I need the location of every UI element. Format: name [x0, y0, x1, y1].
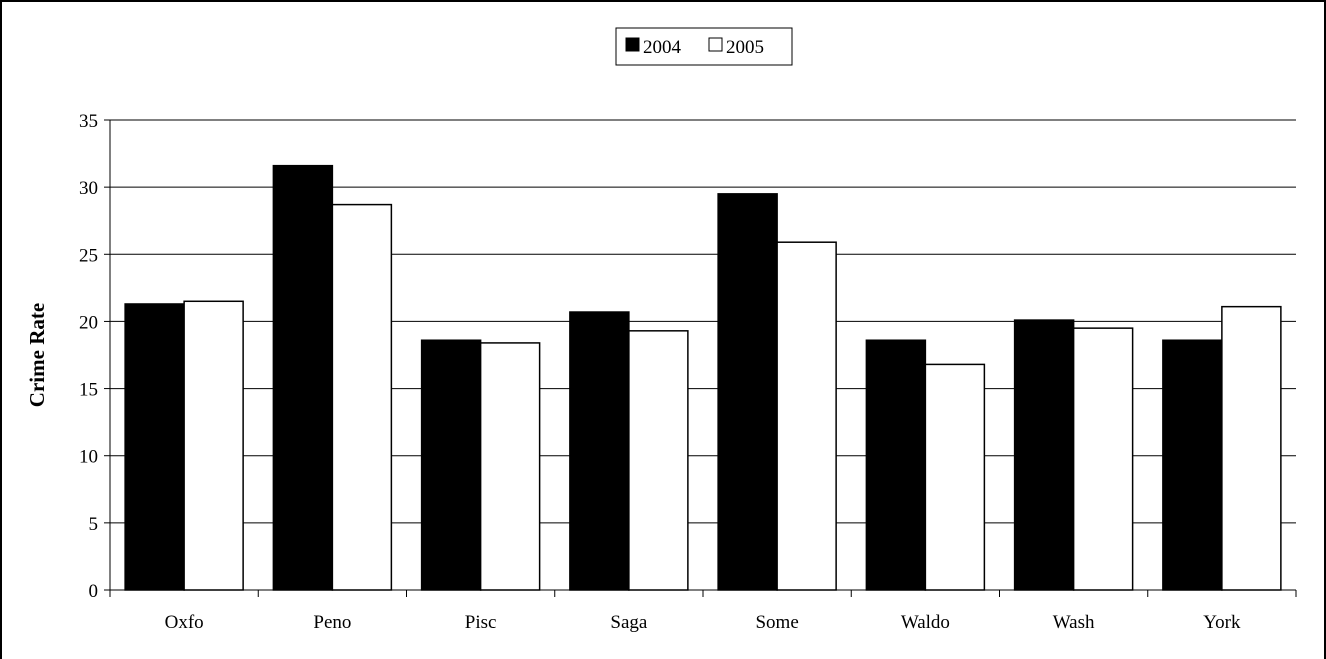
- bar-2004-saga: [569, 311, 630, 591]
- y-tick-label: 20: [79, 312, 98, 333]
- bar-2005-pisc: [479, 342, 541, 591]
- x-tick-label: Pisc: [465, 612, 497, 633]
- bar-2004-oxfo: [124, 303, 185, 591]
- y-tick-label: 25: [79, 245, 98, 266]
- legend-label-2005: 2005: [726, 37, 764, 58]
- x-tick-label: Wash: [1053, 612, 1095, 633]
- bar-2005-some: [776, 241, 837, 591]
- bar-2004-wash: [1013, 319, 1075, 591]
- y-tick-labels: 0 5 10 15 20 25 30 35: [79, 111, 98, 602]
- legend: 2004 2005: [615, 27, 793, 66]
- x-tick-label: York: [1203, 612, 1241, 633]
- bar-2004-waldo: [865, 339, 927, 591]
- y-tick-label: 35: [79, 111, 98, 132]
- bar-2004-pisc: [420, 339, 482, 591]
- bar-2004-york: [1162, 339, 1223, 591]
- x-tick-labels: Oxfo Peno Pisc Saga Some Waldo Wash York: [165, 612, 1241, 633]
- y-tick-label: 15: [79, 380, 98, 401]
- legend-label-2004: 2004: [643, 37, 682, 58]
- legend-box: [615, 27, 793, 66]
- bar-2005-york: [1221, 305, 1282, 591]
- x-tick-label: Waldo: [901, 612, 950, 633]
- bar-2005-saga: [628, 330, 689, 591]
- x-tick-label: Some: [755, 612, 798, 633]
- bar-2005-oxfo: [183, 300, 244, 591]
- legend-swatch-2005: [708, 37, 723, 52]
- bar-2005-waldo: [924, 363, 986, 591]
- x-tick-label: Saga: [610, 612, 648, 633]
- bar-2004-peno: [272, 164, 334, 591]
- y-axis-label: Crime Rate: [25, 303, 49, 407]
- bar-2004-some: [717, 193, 778, 591]
- bars: [124, 164, 1282, 591]
- axes: [104, 119, 1297, 597]
- x-tick-label: Peno: [313, 612, 351, 633]
- x-tick-label: Oxfo: [165, 612, 204, 633]
- y-tick-label: 0: [89, 581, 99, 602]
- y-tick-label: 10: [79, 447, 98, 468]
- bar-2005-wash: [1072, 327, 1134, 591]
- bar-2005-peno: [331, 203, 393, 591]
- legend-swatch-2004: [625, 37, 640, 52]
- y-tick-label: 30: [79, 178, 98, 199]
- y-tick-label: 5: [89, 514, 99, 535]
